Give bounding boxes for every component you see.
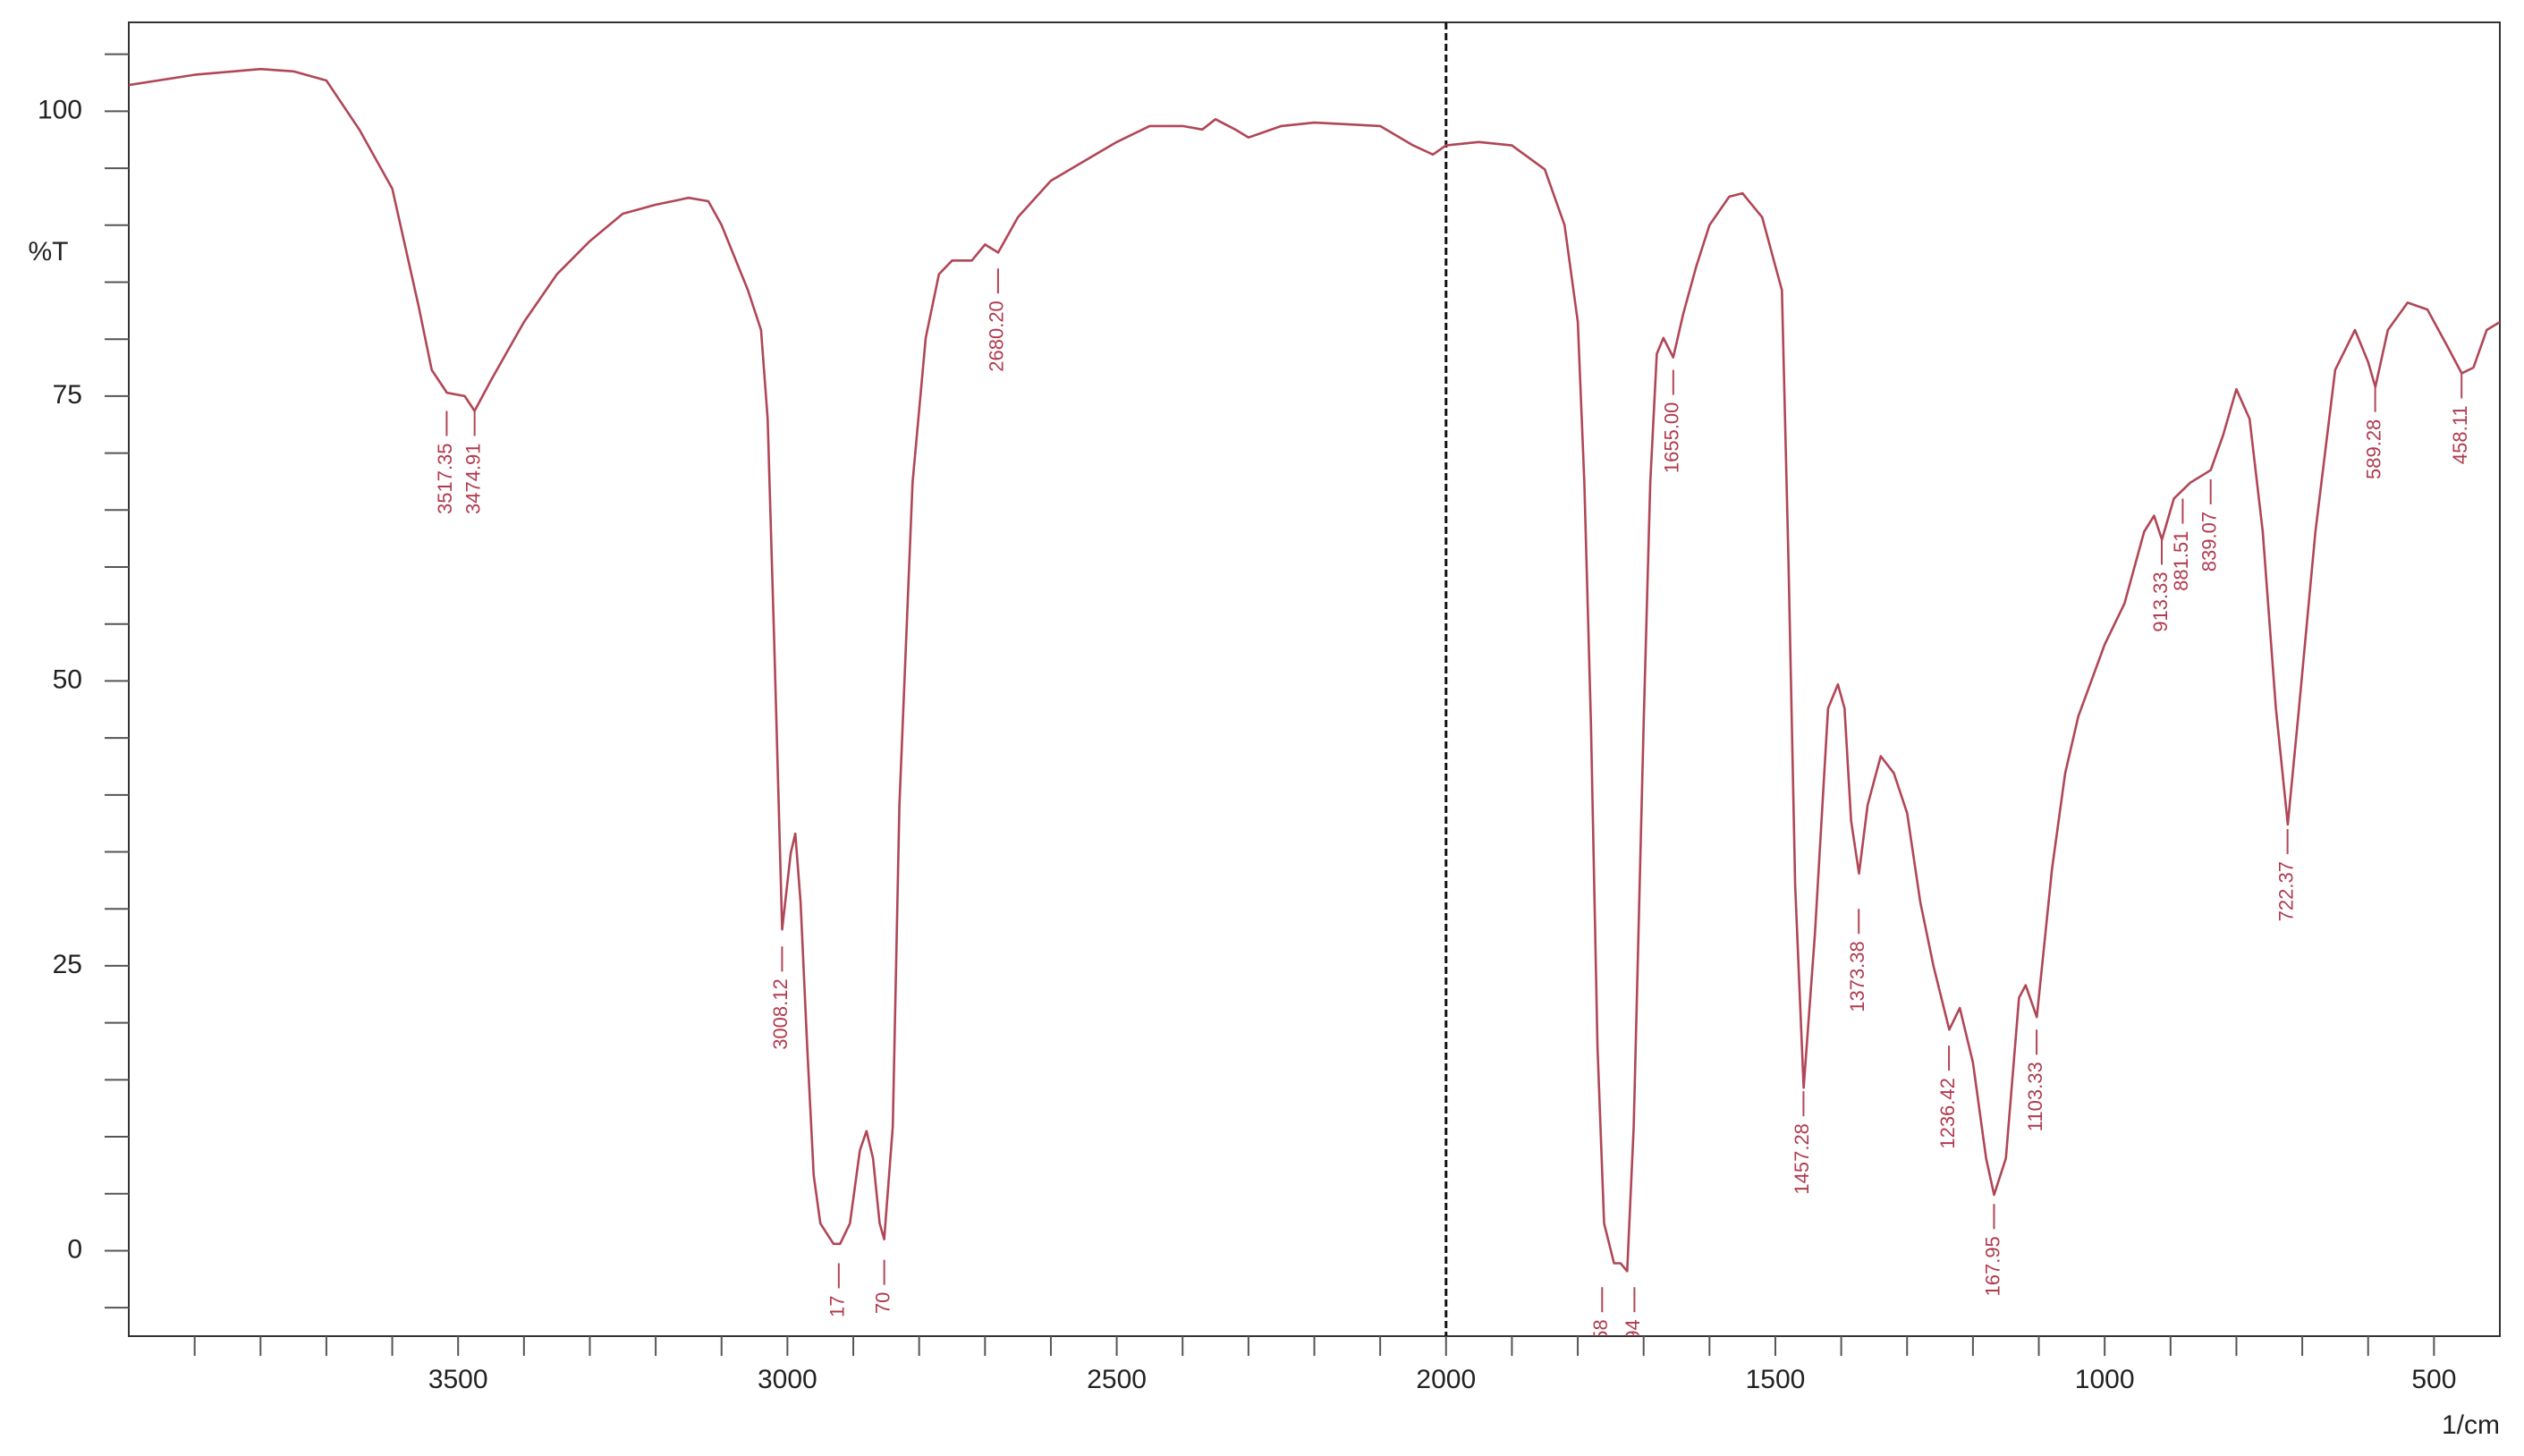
- peak-label: 1655.00: [1661, 402, 1683, 474]
- peak-label: 839.07: [2198, 512, 2220, 571]
- x-tick-label: 3500: [428, 1365, 488, 1394]
- peak-label: 913.33: [2149, 571, 2172, 631]
- peak-label: 458.11: [2449, 405, 2471, 464]
- peak-label: 17: [826, 1295, 849, 1316]
- x-tick-label: 1500: [1746, 1365, 1806, 1394]
- peak-label: 589.28: [2362, 419, 2384, 479]
- peak-label: 70: [871, 1292, 894, 1314]
- plot-frame: [128, 21, 2501, 1337]
- peak-label: 94: [1622, 1319, 1644, 1341]
- y-tick-label: 100: [38, 95, 82, 124]
- peak-label: 167.95: [1981, 1236, 2003, 1296]
- peak-label: 58: [1589, 1319, 1612, 1341]
- peak-label: 1236.42: [1936, 1078, 1959, 1149]
- peak-label: 1457.28: [1791, 1123, 1813, 1195]
- y-axis-label: %T: [29, 237, 69, 267]
- spectrum-line: [129, 67, 2500, 1273]
- peak-label: 2680.20: [986, 301, 1008, 372]
- y-tick-label: 0: [67, 1234, 82, 1264]
- peak-label: 881.51: [2170, 531, 2192, 591]
- peak-label: 1373.38: [1846, 941, 1868, 1012]
- peak-label: 3474.91: [462, 443, 484, 514]
- plot-area: 3517.35 3474.91 3008.12 17 70 2680.20 58 94 1655…: [129, 67, 2500, 1341]
- x-tick-label: 500: [2411, 1365, 2456, 1394]
- peak-label: 3517.35: [434, 443, 456, 514]
- x-tick-label: 3000: [758, 1365, 817, 1394]
- y-tick-label: 75: [53, 380, 82, 410]
- y-tick-label: 50: [53, 665, 82, 694]
- peak-label: 722.37: [2274, 861, 2297, 921]
- x-tick-label: 2000: [1416, 1365, 1476, 1394]
- x-tick-label: 2500: [1087, 1365, 1147, 1394]
- y-tick-label: 25: [53, 950, 82, 979]
- peak-label: 3008.12: [769, 978, 792, 1050]
- x-axis-label: 1/cm: [2442, 1410, 2500, 1440]
- peak-label: 1103.33: [2024, 1062, 2046, 1131]
- x-tick-label: 1000: [2075, 1365, 2135, 1394]
